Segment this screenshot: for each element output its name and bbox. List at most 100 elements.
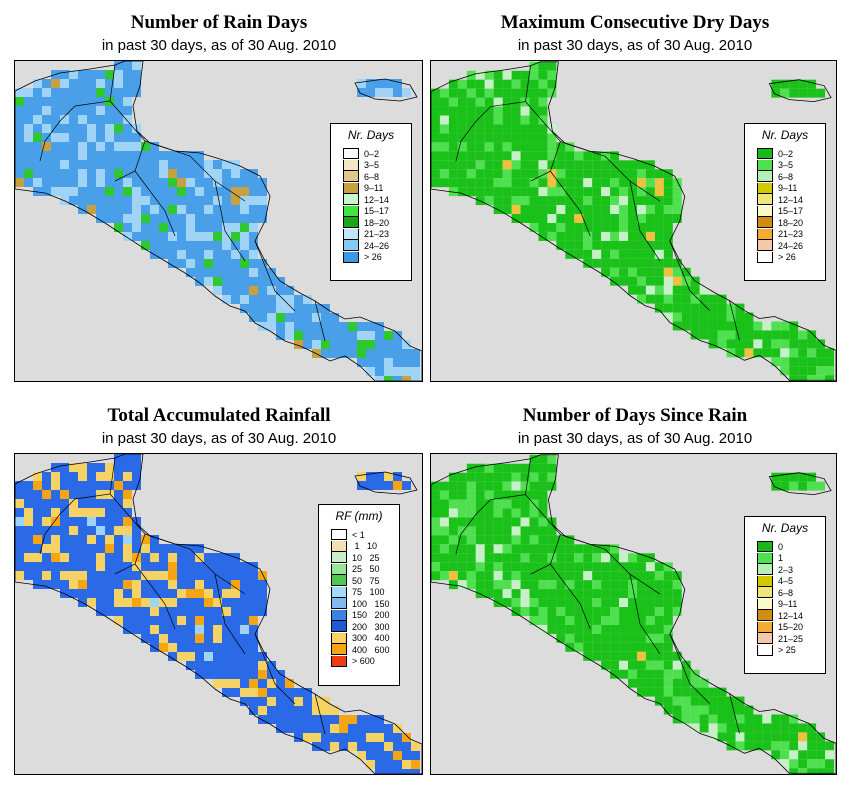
legend-item: 200 300: [331, 621, 399, 633]
legend-swatch: [343, 171, 359, 183]
legend-item: > 25: [757, 644, 825, 657]
country-border: [550, 171, 591, 237]
country-border: [314, 693, 326, 735]
country-border: [550, 564, 591, 630]
legend: RF (mm) < 1 1 10 10 25 25 50 50 75 75 100 100…: [318, 504, 400, 686]
legend-item: 100 150: [331, 598, 399, 610]
legend-label: 0–2: [778, 148, 794, 159]
map-canvas: [15, 61, 422, 381]
legend-label: 0: [778, 541, 784, 552]
country-border: [629, 181, 661, 261]
panel-title: Maximum Consecutive Dry Days: [500, 12, 770, 33]
legend-label: 6–8: [778, 171, 794, 182]
legend-item: 400 600: [331, 644, 399, 656]
island-coastline: [768, 472, 832, 495]
legend-label: 10 25: [352, 552, 380, 563]
country-border: [629, 574, 661, 654]
legend-item: 9–11: [757, 182, 825, 195]
legend: Nr. Days 0–2 3–5 6–8 9–11 12–14 15–17 18–20 21–…: [330, 123, 412, 281]
legend-label: 4–5: [778, 576, 794, 587]
legend-title: RF (mm): [335, 509, 383, 523]
legend-item: 4–5: [757, 575, 825, 588]
map-canvas: [431, 61, 836, 381]
map: Nr. Days 0 1 2–3 4–5 6–8 9–11 12–14 15–20 21–25 >…: [430, 453, 837, 775]
panel-subtitle: in past 30 days, as of 30 Aug. 2010: [517, 37, 753, 54]
country-border: [669, 240, 710, 311]
legend-swatch: [757, 644, 773, 656]
legend-label: 9–11: [778, 599, 798, 610]
legend-swatch: [757, 633, 773, 645]
legend-item: 18–20: [757, 217, 825, 229]
legend-item: 15–17: [343, 205, 411, 218]
panel-title: Total Accumulated Rainfall: [107, 405, 331, 426]
country-border: [455, 65, 531, 162]
legend-swatch: [331, 563, 347, 575]
island-coastline: [354, 471, 418, 495]
legend-label: 6–8: [364, 171, 380, 182]
legend-swatch: [331, 621, 347, 633]
legend-swatch: [343, 228, 359, 240]
coastline: [431, 61, 836, 381]
panel-subtitle: in past 30 days, as of 30 Aug. 2010: [101, 430, 337, 447]
legend-label: 0–2: [364, 148, 380, 159]
legend-item: 24–26: [343, 240, 411, 252]
legend-swatch: [343, 194, 359, 206]
legend-item: 6–8: [343, 171, 411, 183]
country-border: [214, 573, 246, 655]
legend-swatch: [757, 541, 773, 553]
legend-label: 2–3: [778, 564, 794, 575]
legend-item: 25 50: [331, 563, 399, 576]
map: Nr. Days 0–2 3–5 6–8 9–11 12–14 15–17 18–20 21–…: [14, 60, 423, 382]
country-border: [254, 240, 296, 312]
legend-label: 15–20: [778, 622, 804, 633]
legend-item: > 600: [331, 655, 399, 668]
legend-item: 9–11: [343, 182, 411, 195]
legend-label: 200 300: [352, 621, 390, 632]
legend-label: 3–5: [364, 160, 380, 171]
legend-label: 12–14: [364, 194, 390, 205]
country-border: [525, 101, 561, 182]
map-canvas: [15, 454, 422, 774]
legend-label: 3–5: [778, 160, 794, 171]
legend-item: 15–17: [757, 205, 825, 218]
legend-swatch: [331, 540, 347, 552]
legend-label: 300 400: [352, 633, 390, 644]
legend-label: 24–26: [364, 240, 390, 251]
legend-label: 9–11: [364, 183, 384, 194]
legend-item: 24–26: [757, 240, 825, 252]
legend-item: 12–14: [757, 194, 825, 206]
legend-swatch: [757, 621, 773, 633]
legend: Nr. Days 0–2 3–5 6–8 9–11 12–14 15–17 18–20 21–…: [744, 123, 826, 281]
legend-item: 10 25: [331, 552, 399, 564]
legend-swatch: [757, 228, 773, 240]
panel-title: Number of Days Since Rain: [522, 405, 748, 426]
country-border: [109, 100, 146, 182]
legend-swatch: [757, 194, 773, 206]
legend-title: Nr. Days: [347, 128, 395, 142]
legend-swatch: [343, 182, 359, 194]
legend-item: 6–8: [757, 171, 825, 183]
legend-title: Nr. Days: [761, 521, 809, 535]
legend-swatch: [331, 609, 347, 621]
legend-swatch: [757, 575, 773, 587]
legend-label: 1 10: [352, 541, 378, 552]
legend-item: 2–3: [757, 564, 825, 576]
legend-label: > 26: [364, 252, 382, 263]
legend-item: 0: [757, 541, 825, 553]
legend-label: 18–20: [778, 217, 804, 228]
legend-swatch: [757, 217, 773, 229]
legend-item: 21–23: [343, 228, 411, 241]
panel-subtitle: in past 30 days, as of 30 Aug. 2010: [101, 37, 337, 54]
country-border: [560, 141, 661, 202]
legend-label: 100 150: [352, 598, 390, 609]
panel-title: Number of Rain Days: [130, 12, 308, 33]
country-border: [39, 64, 116, 162]
country-border: [134, 170, 176, 237]
legend-swatch: [757, 171, 773, 183]
legend-swatch: [757, 159, 773, 171]
legend-label: < 1: [352, 529, 365, 540]
coastline: [15, 61, 422, 381]
coastline: [431, 454, 836, 774]
legend-label: 400 600: [352, 644, 390, 655]
legend-swatch: [757, 587, 773, 599]
